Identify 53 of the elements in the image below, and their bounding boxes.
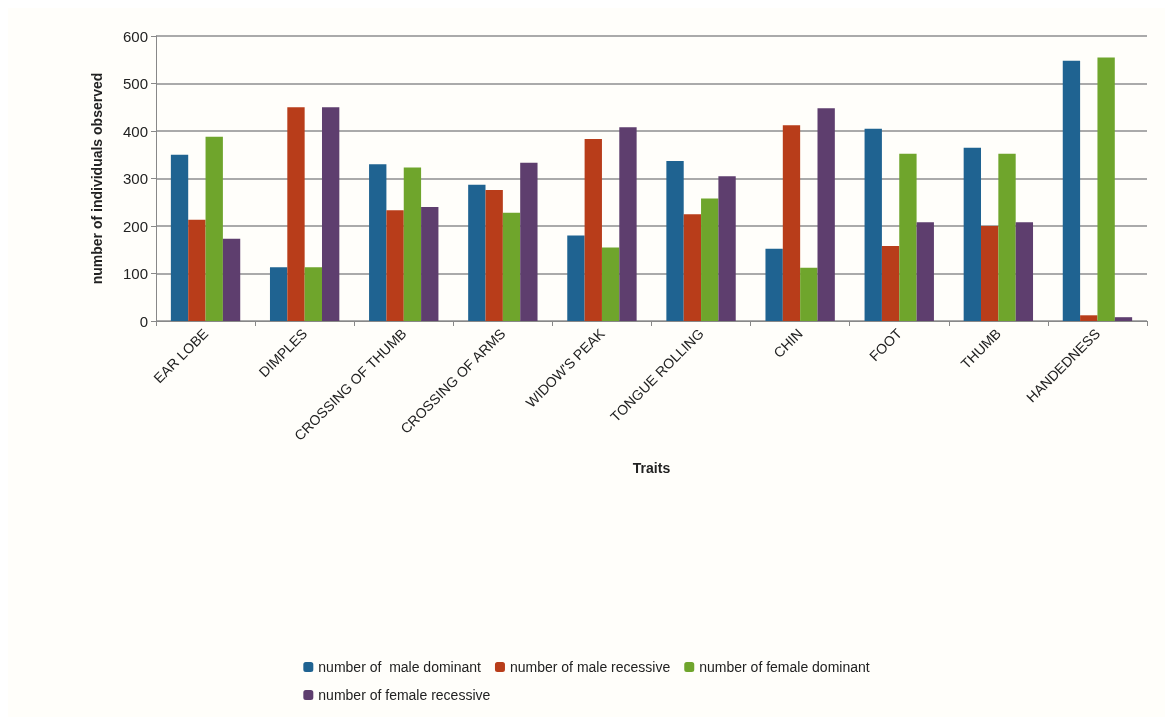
bar xyxy=(701,198,719,321)
bar xyxy=(1080,315,1098,321)
bar xyxy=(1062,60,1081,321)
legend-label: number of male recessive xyxy=(509,659,671,675)
bar xyxy=(584,139,602,321)
bar xyxy=(899,153,917,321)
bar xyxy=(1015,222,1034,321)
y-axis-title: number of individuals observed xyxy=(89,72,105,285)
bar xyxy=(881,245,900,321)
bar xyxy=(321,107,340,321)
bar xyxy=(304,267,322,321)
bar xyxy=(287,107,305,321)
y-tick-label: 300 xyxy=(122,170,148,187)
bar xyxy=(403,167,422,321)
bar xyxy=(683,214,702,321)
legend-label: number of female dominant xyxy=(699,659,870,675)
y-tick-label: 400 xyxy=(122,122,148,140)
bar xyxy=(601,247,620,321)
y-tick-label: 0 xyxy=(139,312,148,330)
bar xyxy=(782,125,801,321)
bar xyxy=(170,154,189,321)
bar xyxy=(188,219,206,321)
bar xyxy=(666,160,684,321)
bar xyxy=(981,226,999,321)
bar xyxy=(718,176,736,321)
bar xyxy=(800,267,818,321)
y-tick-label: 100 xyxy=(122,265,148,282)
y-tick-label: 600 xyxy=(122,27,148,45)
bar xyxy=(205,136,223,321)
bar xyxy=(765,248,783,321)
bar xyxy=(502,212,521,321)
y-tick-label: 500 xyxy=(122,75,148,92)
bar xyxy=(619,127,637,321)
bar xyxy=(567,235,585,321)
bar xyxy=(916,222,934,321)
bar xyxy=(468,184,486,321)
bar xyxy=(864,128,882,321)
bar xyxy=(222,238,241,321)
bar xyxy=(269,267,288,321)
y-tick-label: 200 xyxy=(122,217,148,235)
legend-label: number of female recessive xyxy=(318,687,491,703)
bar xyxy=(963,147,982,321)
bar xyxy=(386,210,404,321)
bar xyxy=(998,153,1016,321)
legend-label: number of male dominant xyxy=(318,659,482,675)
bar xyxy=(817,108,835,321)
bar xyxy=(485,189,503,321)
bar xyxy=(369,164,387,321)
bar xyxy=(520,162,538,321)
bar xyxy=(421,207,439,321)
bar xyxy=(1097,57,1115,321)
bar xyxy=(1114,317,1133,321)
x-axis-title: Traits xyxy=(632,460,671,476)
